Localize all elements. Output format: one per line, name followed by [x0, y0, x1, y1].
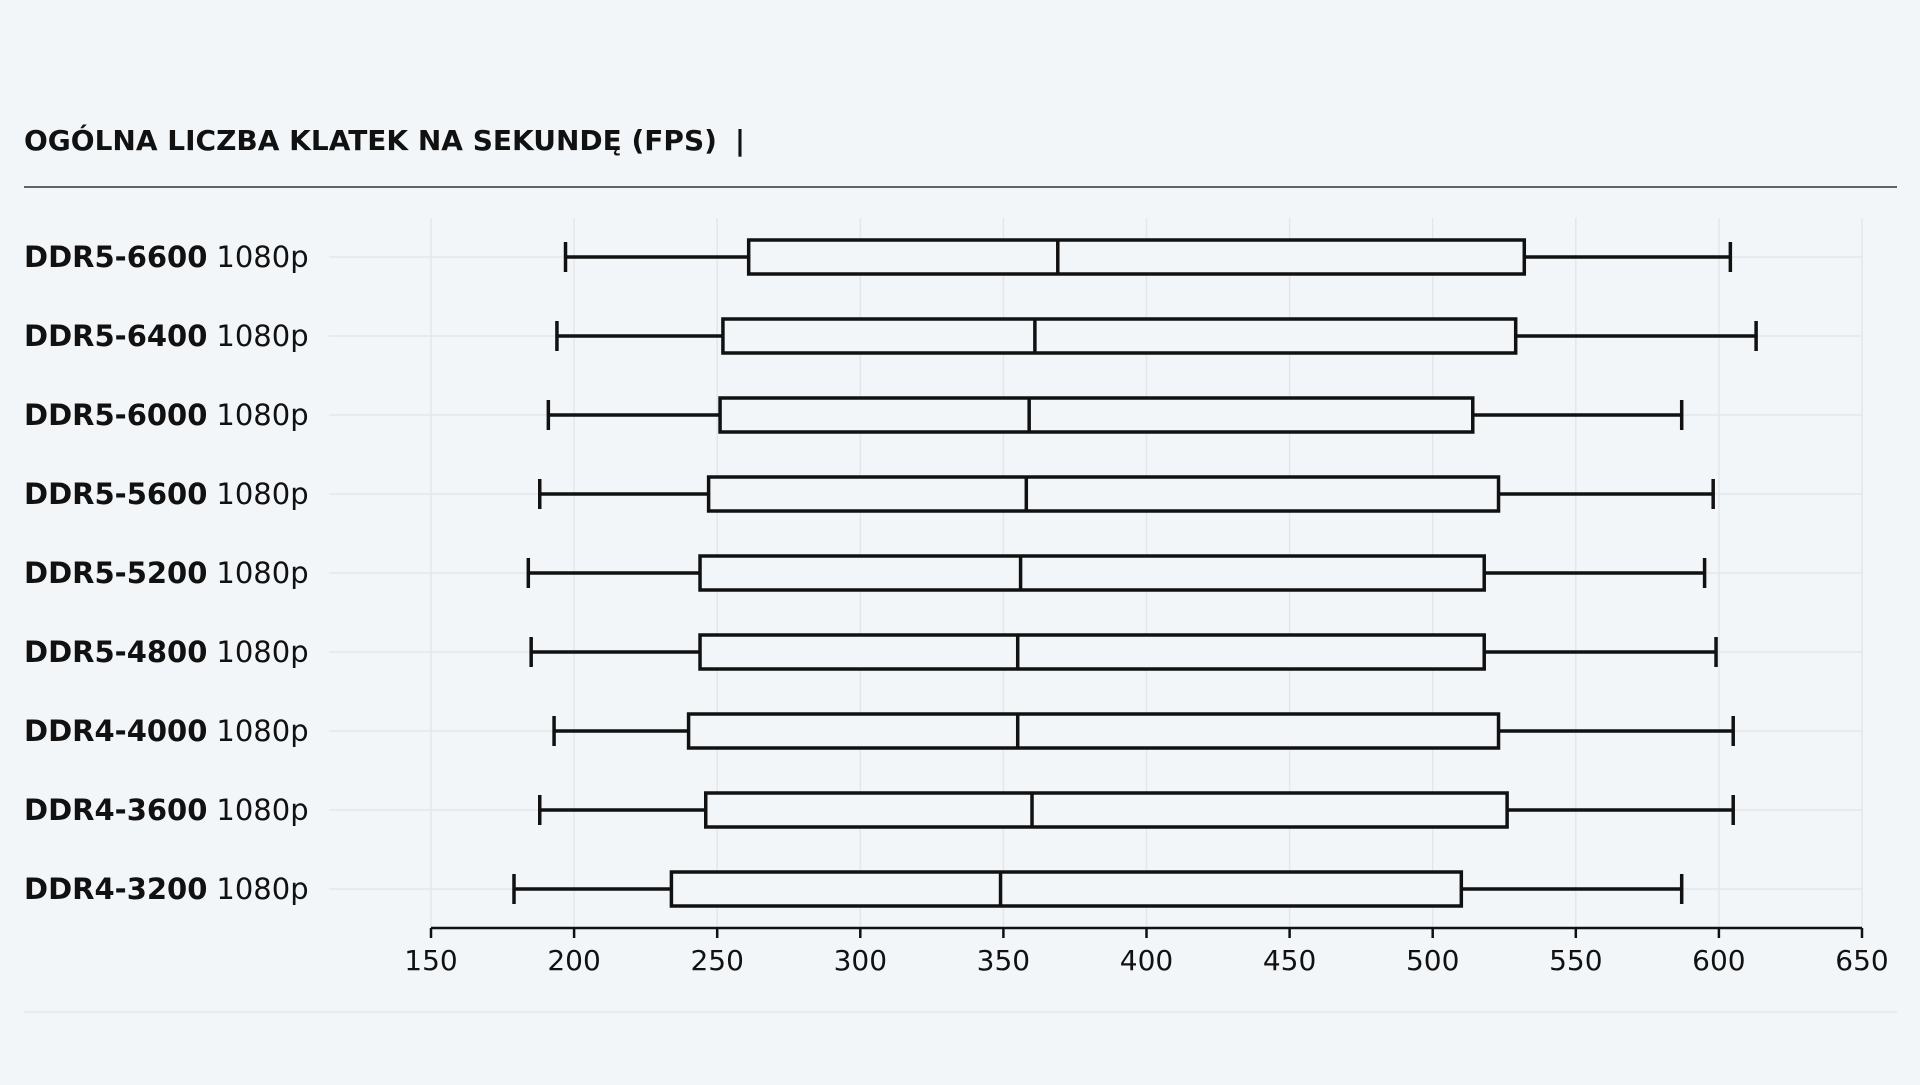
chart-title-text: OGÓLNA LICZBA KLATEK NA SEKUNDĘ (FPS) [24, 123, 717, 157]
x-axis: 150 200 250 300 350 400 450 500 550 600 650 [404, 926, 1889, 977]
category-resolution: 1080p [216, 398, 308, 432]
box-iqr [698, 554, 1486, 592]
category-name: DDR5-5200 [24, 556, 207, 590]
category-label: DDR5-6000 1080p [24, 398, 309, 432]
box-item [538, 475, 1715, 513]
x-tick-label: 600 [1692, 944, 1745, 977]
box-item [526, 554, 1707, 592]
category-resolution: 1080p [216, 635, 308, 669]
box-iqr [686, 712, 1501, 750]
x-tick-label: 500 [1406, 944, 1459, 977]
boxplot-series [512, 238, 1758, 908]
category-name: DDR5-5600 [24, 477, 207, 511]
category-label: DDR4-4000 1080p [24, 714, 309, 748]
category-label: DDR5-5600 1080p [24, 477, 309, 511]
category-resolution: 1080p [216, 872, 308, 906]
box-item [512, 870, 1684, 908]
category-resolution: 1080p [216, 714, 308, 748]
chart-title: OGÓLNA LICZBA KLATEK NA SEKUNDĘ (FPS) | [24, 123, 745, 157]
box-iqr [721, 317, 1518, 355]
category-labels: DDR5-6600 1080p DDR5-6400 1080p DDR5-6000 108… [24, 240, 309, 906]
x-tick-label: 350 [977, 944, 1030, 977]
box-item [552, 712, 1735, 750]
box-item [563, 238, 1733, 276]
category-label: DDR5-4800 1080p [24, 635, 309, 669]
box-item [546, 396, 1684, 434]
box-iqr [718, 396, 1475, 434]
x-tick-label: 550 [1549, 944, 1602, 977]
category-resolution: 1080p [216, 793, 308, 827]
box-iqr [706, 475, 1501, 513]
box-iqr [669, 870, 1464, 908]
x-tick-label: 250 [690, 944, 743, 977]
box-iqr [698, 633, 1486, 671]
category-resolution: 1080p [216, 477, 308, 511]
x-tick-label: 150 [404, 944, 457, 977]
category-name: DDR4-4000 [24, 714, 207, 748]
box-item [529, 633, 1718, 671]
category-resolution: 1080p [216, 319, 308, 353]
x-tick-label: 200 [547, 944, 600, 977]
category-label: DDR4-3600 1080p [24, 793, 309, 827]
x-tick-label: 300 [834, 944, 887, 977]
category-name: DDR5-4800 [24, 635, 207, 669]
box-item [555, 317, 1758, 355]
category-label: DDR5-5200 1080p [24, 556, 309, 590]
box-item [538, 791, 1735, 829]
category-name: DDR4-3600 [24, 793, 207, 827]
chart-title-cursor: | [735, 124, 745, 157]
x-tick-label: 650 [1835, 944, 1888, 977]
category-name: DDR5-6400 [24, 319, 207, 353]
box-iqr [704, 791, 1509, 829]
category-label: DDR5-6600 1080p [24, 240, 309, 274]
category-label: DDR5-6400 1080p [24, 319, 309, 353]
category-resolution: 1080p [216, 556, 308, 590]
x-tick-label: 450 [1263, 944, 1316, 977]
category-name: DDR5-6600 [24, 240, 207, 274]
category-label: DDR4-3200 1080p [24, 872, 309, 906]
box-iqr [746, 238, 1527, 276]
x-tick-label: 400 [1120, 944, 1173, 977]
category-name: DDR4-3200 [24, 872, 207, 906]
category-resolution: 1080p [216, 240, 308, 274]
category-name: DDR5-6000 [24, 398, 207, 432]
